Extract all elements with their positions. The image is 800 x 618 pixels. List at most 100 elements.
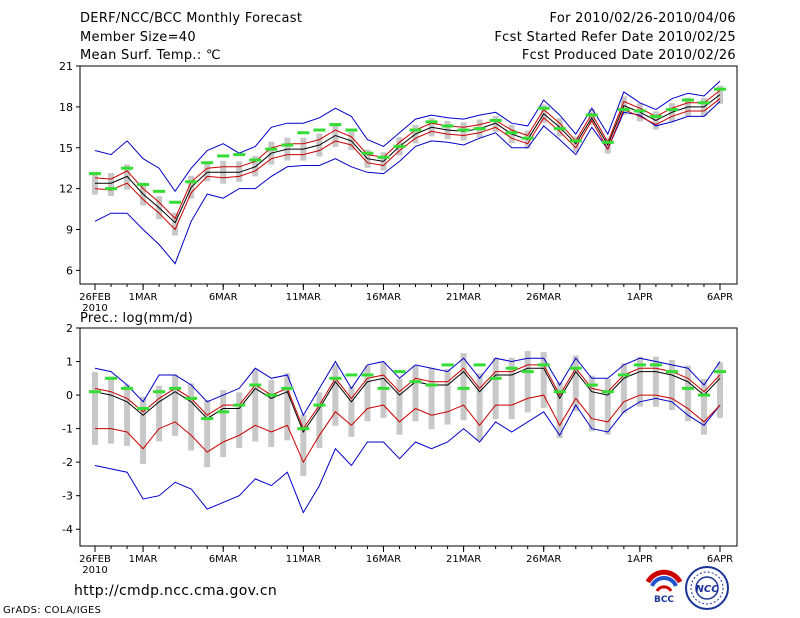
x-tick-label: 6MAR xyxy=(209,554,238,565)
spread-box xyxy=(316,392,323,449)
lower-line xyxy=(94,98,721,231)
x-tick-label: 1MAR xyxy=(129,554,158,565)
ncc-logo: NCC xyxy=(685,566,729,610)
max-line xyxy=(94,80,721,193)
spread-box xyxy=(604,378,611,435)
spread-box xyxy=(717,362,723,418)
x-tick-label: 6MAR xyxy=(209,292,238,303)
x-tick-label: 16MAR xyxy=(366,554,401,565)
bcc-logo-text: BCC xyxy=(654,595,674,605)
spread-box xyxy=(620,363,627,414)
source-url[interactable]: http://cmdp.ncc.cma.gov.cn xyxy=(74,583,277,599)
max-line xyxy=(94,357,721,417)
mean-line xyxy=(94,367,721,434)
spread-box xyxy=(140,396,147,464)
x-tick-label: 11MAR xyxy=(286,292,321,303)
y-tick-label: -4 xyxy=(62,523,73,536)
fcst-produced-date: Fcst Produced Date 2010/02/26 xyxy=(521,48,736,63)
spread-box xyxy=(284,373,291,441)
lower-line xyxy=(95,394,721,464)
spread-box xyxy=(524,350,531,413)
spread-box xyxy=(108,173,115,196)
precip-panel-label: Prec.: log(mm/d) xyxy=(80,311,194,326)
spread-box xyxy=(412,365,419,422)
spread-box xyxy=(652,356,659,407)
spread-box xyxy=(252,155,259,177)
spread-box xyxy=(556,382,563,439)
spread-box xyxy=(476,373,483,441)
y-tick-label: 15 xyxy=(59,142,73,155)
spread-box xyxy=(348,386,355,437)
y-tick-label: 21 xyxy=(59,60,73,73)
x-tick-label: 26MAR xyxy=(526,554,561,565)
spread-box xyxy=(508,357,515,420)
min-line xyxy=(94,101,721,265)
spread-box xyxy=(396,378,403,435)
y-tick-label: 18 xyxy=(59,101,73,114)
spread-box xyxy=(540,352,547,408)
spread-box xyxy=(460,353,467,421)
spread-box xyxy=(204,400,211,468)
y-tick-label: 1 xyxy=(66,356,73,369)
bcc-logo: BCC xyxy=(641,565,687,611)
x-tick-label: 26FEB xyxy=(79,554,111,565)
mean-line xyxy=(95,94,721,224)
spread-box xyxy=(492,357,499,420)
spread-box xyxy=(172,212,179,236)
spread-box xyxy=(172,374,179,436)
spread-box xyxy=(220,390,227,458)
spread-box xyxy=(188,383,195,451)
spread-box xyxy=(252,368,259,442)
spread-box xyxy=(124,384,131,446)
grads-credit: GrADS: COLA/IGES xyxy=(3,605,102,616)
y-tick-label: 9 xyxy=(66,224,73,237)
min-line xyxy=(94,397,721,514)
spread-box xyxy=(364,365,371,422)
plot-frame xyxy=(79,65,738,285)
spread-box xyxy=(444,368,451,425)
y-tick-label: -2 xyxy=(62,456,73,469)
spread-box xyxy=(492,115,499,132)
x-tick-label: 26MAR xyxy=(526,292,561,303)
fcst-started-refer-date: Fcst Started Refer Date 2010/02/25 xyxy=(494,30,736,45)
spread-box xyxy=(428,367,435,430)
x-tick-label: 1MAR xyxy=(129,292,158,303)
x-tick-sublabel: 2010 xyxy=(82,565,107,576)
spread-box xyxy=(300,414,307,477)
x-tick-label: 21MAR xyxy=(446,292,481,303)
x-tick-label: 21MAR xyxy=(446,554,481,565)
x-tick-label: 1APR xyxy=(627,292,653,303)
x-tick-label: 6APR xyxy=(707,292,733,303)
x-tick-label: 16MAR xyxy=(366,292,401,303)
y-tick-label: -3 xyxy=(62,490,73,503)
spread-box xyxy=(108,376,115,444)
x-tick-label: 11MAR xyxy=(286,554,321,565)
y-tick-label: 12 xyxy=(59,183,73,196)
x-tick-label: 26FEB xyxy=(79,292,111,303)
y-tick-label: -1 xyxy=(62,423,73,436)
y-tick-label: 2 xyxy=(66,322,73,335)
spread-box xyxy=(684,365,691,422)
spread-box xyxy=(236,392,243,449)
spread-box xyxy=(700,378,707,435)
chart-title: DERF/NCC/BCC Monthly Forecast xyxy=(80,11,303,26)
member-size: Member Size=40 xyxy=(80,30,196,45)
x-tick-sublabel: 2010 xyxy=(82,303,107,314)
spread-box xyxy=(588,375,595,432)
spread-box xyxy=(572,355,579,412)
spread-box xyxy=(156,385,163,442)
spread-box xyxy=(236,161,243,182)
y-tick-label: 6 xyxy=(66,264,73,277)
spread-box xyxy=(92,372,98,445)
upper-line xyxy=(94,90,721,220)
y-tick-label: 0 xyxy=(66,389,73,402)
spread-box xyxy=(668,360,675,411)
spread-box xyxy=(332,364,339,426)
x-tick-label: 1APR xyxy=(627,554,653,565)
upper-line xyxy=(94,364,721,430)
plot-frame xyxy=(79,327,738,547)
ncc-logo-text: NCC xyxy=(695,584,719,595)
